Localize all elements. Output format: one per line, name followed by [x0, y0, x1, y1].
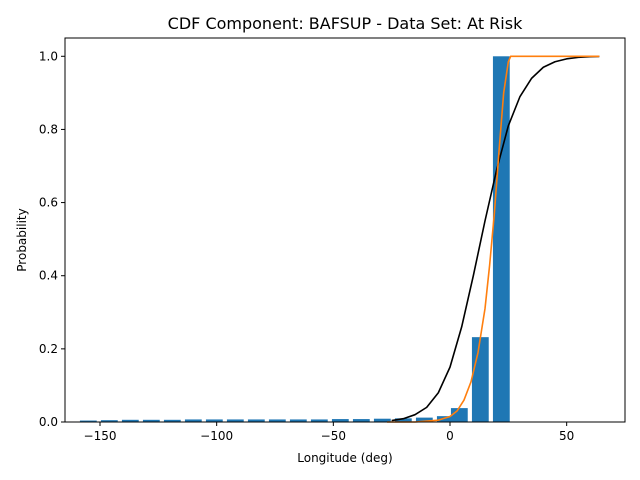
bar [79, 420, 97, 422]
x-tick-label: −100 [200, 429, 233, 443]
bar [394, 418, 412, 422]
lines-layer [387, 55, 600, 423]
bar [226, 419, 244, 422]
bar [247, 419, 265, 422]
y-tick-label: 0.4 [39, 269, 58, 283]
bar [268, 419, 286, 422]
chart-title: CDF Component: BAFSUP - Data Set: At Ris… [168, 14, 523, 33]
bar [184, 419, 202, 422]
bar [100, 420, 118, 422]
x-tick-label: 0 [446, 429, 454, 443]
x-tick-label: −50 [321, 429, 346, 443]
bar [289, 419, 307, 422]
bar [163, 419, 181, 422]
bar [471, 337, 489, 422]
cdf-line-black [391, 55, 600, 422]
plot-frame [64, 37, 626, 423]
bar [492, 56, 510, 423]
x-tick-label: 50 [559, 429, 574, 443]
bar [373, 418, 391, 422]
bar [331, 419, 349, 422]
bar [310, 419, 328, 422]
x-tick-label: −150 [84, 429, 117, 443]
bar [352, 419, 370, 422]
cdf-line-orange [387, 55, 600, 423]
y-axis-label: Probability [15, 208, 29, 271]
y-tick-label: 0.8 [39, 122, 58, 136]
bar [436, 416, 454, 422]
y-tick-label: 0.0 [39, 415, 58, 429]
bar [205, 419, 223, 422]
bar [121, 419, 139, 422]
y-tick-label: 0.6 [39, 196, 58, 210]
x-axis-label: Longitude (deg) [297, 451, 392, 465]
bar [450, 408, 468, 422]
y-tick-label: 0.2 [39, 342, 58, 356]
bars-layer [79, 56, 510, 423]
bar [415, 417, 433, 422]
bar [142, 419, 160, 422]
axes-layer: −150 −100 −50 0 50 0.0 0.2 0.4 0.6 0.8 1.0 [39, 37, 626, 443]
y-tick-label: 1.0 [39, 49, 58, 63]
